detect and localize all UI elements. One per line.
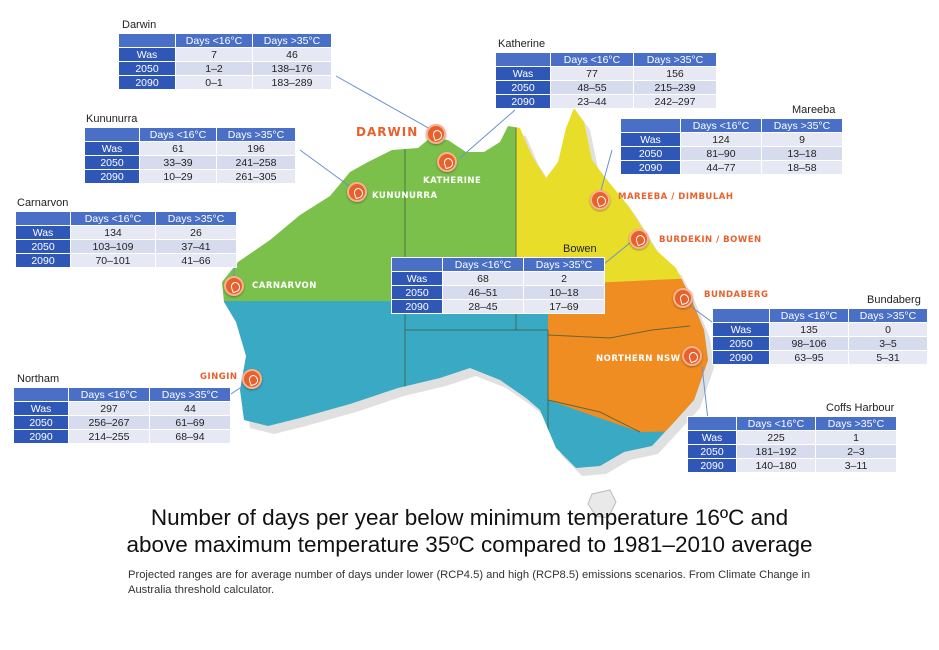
label-katherine: KATHERINE <box>423 176 482 186</box>
town-name: Coffs Harbour <box>826 402 895 414</box>
subtitle: Projected ranges are for average number … <box>128 569 811 596</box>
town-bundaberg: Bundaberg Days <16°C Days >35°C Was 135 0 2… <box>712 294 928 365</box>
marker-kununurra[interactable] <box>347 182 367 202</box>
label-carnarvon: CARNARVON <box>252 281 317 291</box>
town-kununurra: Kununurra Days <16°C Days >35°C Was 61 196 … <box>84 113 296 184</box>
town-bowen: Bowen Days <16°C Days >35°C Was 68 2 2050 46… <box>391 243 605 314</box>
label-gingin: GINGIN <box>200 372 238 382</box>
town-name: Carnarvon <box>17 197 69 209</box>
town-name: Mareeba <box>792 104 836 116</box>
marker-darwin[interactable] <box>426 124 446 144</box>
marker-mareeba[interactable] <box>590 190 610 210</box>
town-coffs-harbour: Coffs Harbour Days <16°C Days >35°C Was 22… <box>687 402 897 473</box>
marker-gingin[interactable] <box>242 369 262 389</box>
town-darwin: Darwin Days <16°C Days >35°C Was 7 46 2050 1… <box>118 19 332 90</box>
town-table: Days <16°C Days >35°C Was 135 0 2050 98–106 3… <box>712 308 928 365</box>
town-katherine: Katherine Days <16°C Days >35°C Was 77 156 … <box>495 38 717 109</box>
label-bundaberg: BUNDABERG <box>704 290 769 300</box>
label-mareeba: MAREEBA / DIMBULAH <box>618 192 734 202</box>
town-northam: Northam Days <16°C Days >35°C Was 297 44 20… <box>13 373 231 444</box>
marker-bundaberg[interactable] <box>673 288 693 308</box>
title-line-2: above maximum temperature 35ºC compared … <box>126 532 813 557</box>
label-northern-nsw: NORTHERN NSW <box>596 354 681 364</box>
town-name: Bundaberg <box>867 294 921 306</box>
tasmania <box>587 489 617 519</box>
town-table: Days <16°C Days >35°C Was 61 196 2050 33–39 2… <box>84 127 296 184</box>
town-name: Bowen <box>563 243 597 255</box>
marker-northern-nsw[interactable] <box>682 346 702 366</box>
marker-burdekin[interactable] <box>629 229 649 249</box>
town-table: Days <16°C Days >35°C Was 77 156 2050 48–55 2… <box>495 52 717 109</box>
town-name: Katherine <box>498 38 546 50</box>
marker-carnarvon[interactable] <box>224 276 244 296</box>
town-table: Days <16°C Days >35°C Was 134 26 2050 103–10… <box>15 211 237 268</box>
label-darwin: DARWIN <box>356 125 419 139</box>
town-table: Days <16°C Days >35°C Was 68 2 2050 46–51 10–… <box>391 257 605 314</box>
town-table: Days <16°C Days >35°C Was 7 46 2050 1–2 138–1… <box>118 33 332 90</box>
town-mareeba: Mareeba Days <16°C Days >35°C Was 124 9 205… <box>620 104 843 175</box>
town-table: Days <16°C Days >35°C Was 124 9 2050 81–90 13… <box>620 118 843 175</box>
label-burdekin: BURDEKIN / BOWEN <box>659 235 762 245</box>
label-kununurra: KUNUNURRA <box>372 191 438 201</box>
town-name: Kununurra <box>86 113 138 125</box>
town-name: Northam <box>17 373 60 385</box>
town-carnarvon: Carnarvon Days <16°C Days >35°C Was 134 26 … <box>15 197 237 268</box>
marker-katherine[interactable] <box>437 152 457 172</box>
town-table: Days <16°C Days >35°C Was 225 1 2050 181–192… <box>687 416 897 473</box>
town-table: Days <16°C Days >35°C Was 297 44 2050 256–26… <box>13 387 231 444</box>
town-name: Darwin <box>122 19 157 31</box>
title-line-1: Number of days per year below minimum te… <box>150 505 789 530</box>
